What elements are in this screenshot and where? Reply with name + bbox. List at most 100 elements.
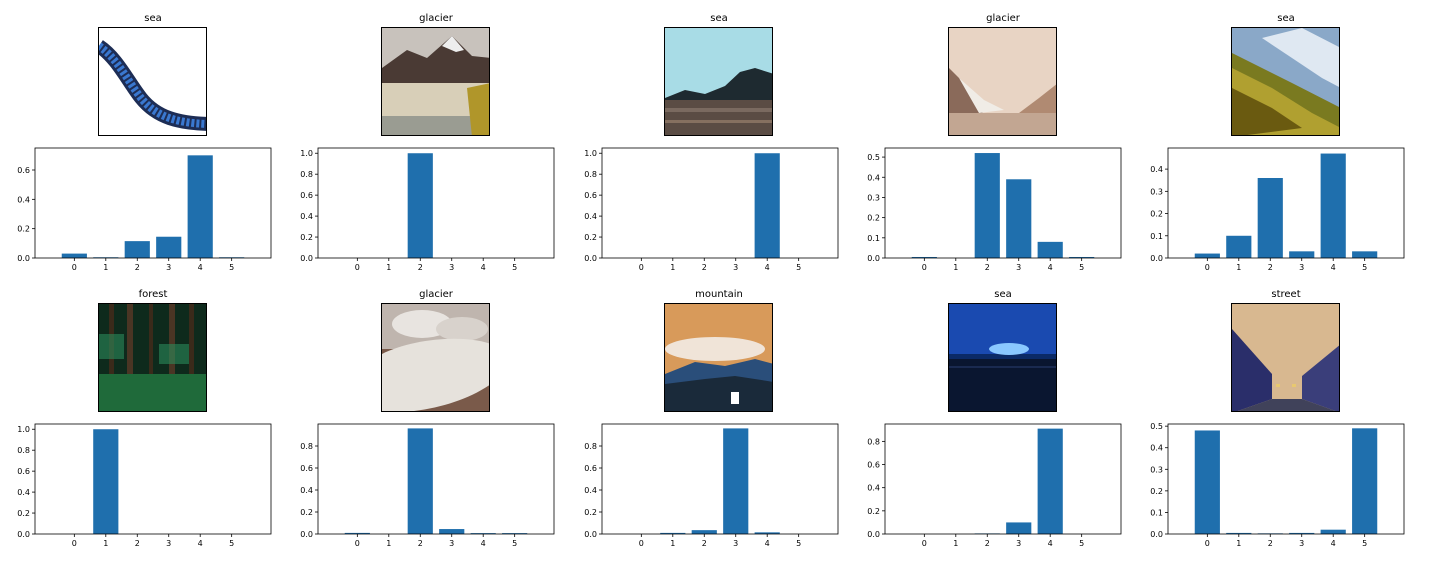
x-tick-label: 5 [1079,539,1084,548]
y-tick-label: 0.4 [17,195,30,204]
x-tick-label: 4 [1048,539,1053,548]
bar [124,241,150,258]
bar [407,153,433,258]
thumbnail-image-sea [1231,27,1340,136]
x-tick-label: 5 [796,539,801,548]
y-tick-label: 0.3 [867,193,880,202]
y-tick-label: 0.2 [17,225,30,234]
panel-title: sea [1277,13,1295,24]
panel-title: sea [144,13,162,24]
x-tick-label: 4 [481,539,486,548]
bar [723,428,749,534]
panel-title: glacier [419,289,453,300]
x-tick-label: 4 [481,263,486,272]
panel-title: mountain [695,289,743,300]
thumbnail-image-forest [98,303,207,412]
bar-chart: 0 1 2 3 4 5 0.0 0.2 0.4 0.6 0.8 [584,423,839,548]
x-tick-label: 5 [1362,263,1367,272]
y-tick-label: 0.0 [867,530,880,539]
bar [911,256,937,258]
axes-frame [34,147,272,259]
y-tick-label: 0.4 [1150,444,1163,453]
x-tick-label: 1 [386,263,391,272]
y-tick-label: 0.4 [1150,165,1163,174]
x-tick-label: 4 [1331,539,1336,548]
bar [1352,251,1378,258]
bar [1289,251,1315,258]
y-tick-label: 0.6 [867,461,880,470]
x-tick-label: 3 [449,263,454,272]
x-tick-label: 3 [166,539,171,548]
x-tick-label: 0 [922,539,927,548]
thumbnail-image-sea [664,27,773,136]
x-tick-label: 2 [985,263,990,272]
bar-chart: 0 1 2 3 4 5 0.0 0.1 0.2 0.3 0.4 [1150,147,1405,272]
y-tick-label: 0.0 [17,530,30,539]
y-tick-label: 0.1 [867,234,880,243]
x-tick-label: 1 [103,263,108,272]
bar [1226,235,1252,258]
y-tick-label: 0.4 [584,212,597,221]
bar-chart: 0 1 2 3 4 5 0.0 0.1 0.2 0.3 0.4 0.5 [1150,422,1405,548]
y-tick-label: 0.4 [17,488,30,497]
x-tick-label: 4 [198,263,203,272]
bar [344,532,370,534]
bar [502,533,528,534]
y-tick-label: 0.0 [17,254,30,263]
y-tick-label: 0.0 [867,254,880,263]
axes-frame [317,423,555,535]
bar-chart: 0 1 2 3 4 5 0.0 0.2 0.4 0.6 0.8 1.0 [584,147,839,272]
x-tick-label: 2 [1268,539,1273,548]
axes-frame [34,423,272,535]
bar [1069,256,1095,258]
panel-title: sea [994,289,1012,300]
x-tick-label: 3 [449,539,454,548]
y-tick-label: 0.8 [300,442,313,451]
x-tick-label: 4 [1331,263,1336,272]
bar-chart: 0 1 2 3 4 5 0.0 0.2 0.4 0.6 0.8 [867,423,1122,548]
bar [974,153,1000,258]
x-tick-label: 5 [796,263,801,272]
y-tick-label: 0.2 [300,508,313,517]
bar [1289,532,1315,534]
y-tick-label: 0.0 [584,530,597,539]
y-tick-label: 0.0 [584,254,597,263]
y-tick-label: 0.6 [584,464,597,473]
x-tick-label: 1 [953,263,958,272]
x-tick-label: 1 [670,539,675,548]
x-tick-label: 4 [198,539,203,548]
x-tick-label: 0 [1205,263,1210,272]
x-tick-label: 2 [702,263,707,272]
x-tick-label: 3 [1016,263,1021,272]
y-tick-label: 0.6 [17,467,30,476]
axes-frame [601,147,839,259]
axes-frame [601,423,839,535]
bar [156,236,182,258]
y-tick-label: 0.6 [17,166,30,175]
axes-frame [884,423,1122,535]
x-tick-label: 1 [670,263,675,272]
y-tick-label: 0.8 [584,170,597,179]
bar [660,532,686,534]
y-tick-label: 1.0 [300,149,313,158]
y-tick-label: 0.6 [300,191,313,200]
y-tick-label: 0.1 [1150,232,1163,241]
y-tick-label: 0.2 [300,233,313,242]
bar [1320,529,1346,534]
y-tick-label: 0.3 [1150,465,1163,474]
bar-chart: 0 1 2 3 4 5 0.0 0.2 0.4 0.6 0.8 1.0 [17,423,272,548]
axes-frame [1167,147,1405,259]
x-tick-label: 3 [1299,539,1304,548]
panel-title: glacier [419,13,453,24]
bar [1352,428,1378,534]
y-tick-label: 0.1 [1150,508,1163,517]
bar-chart: 0 1 2 3 4 5 0.0 0.2 0.4 0.6 0.8 [300,423,555,548]
y-tick-label: 0.8 [584,442,597,451]
bar [61,253,87,258]
thumbnail-image-glacier [381,27,490,136]
y-tick-label: 0.8 [17,446,30,455]
bar [1257,178,1283,258]
x-tick-label: 1 [386,539,391,548]
x-tick-label: 5 [229,263,234,272]
